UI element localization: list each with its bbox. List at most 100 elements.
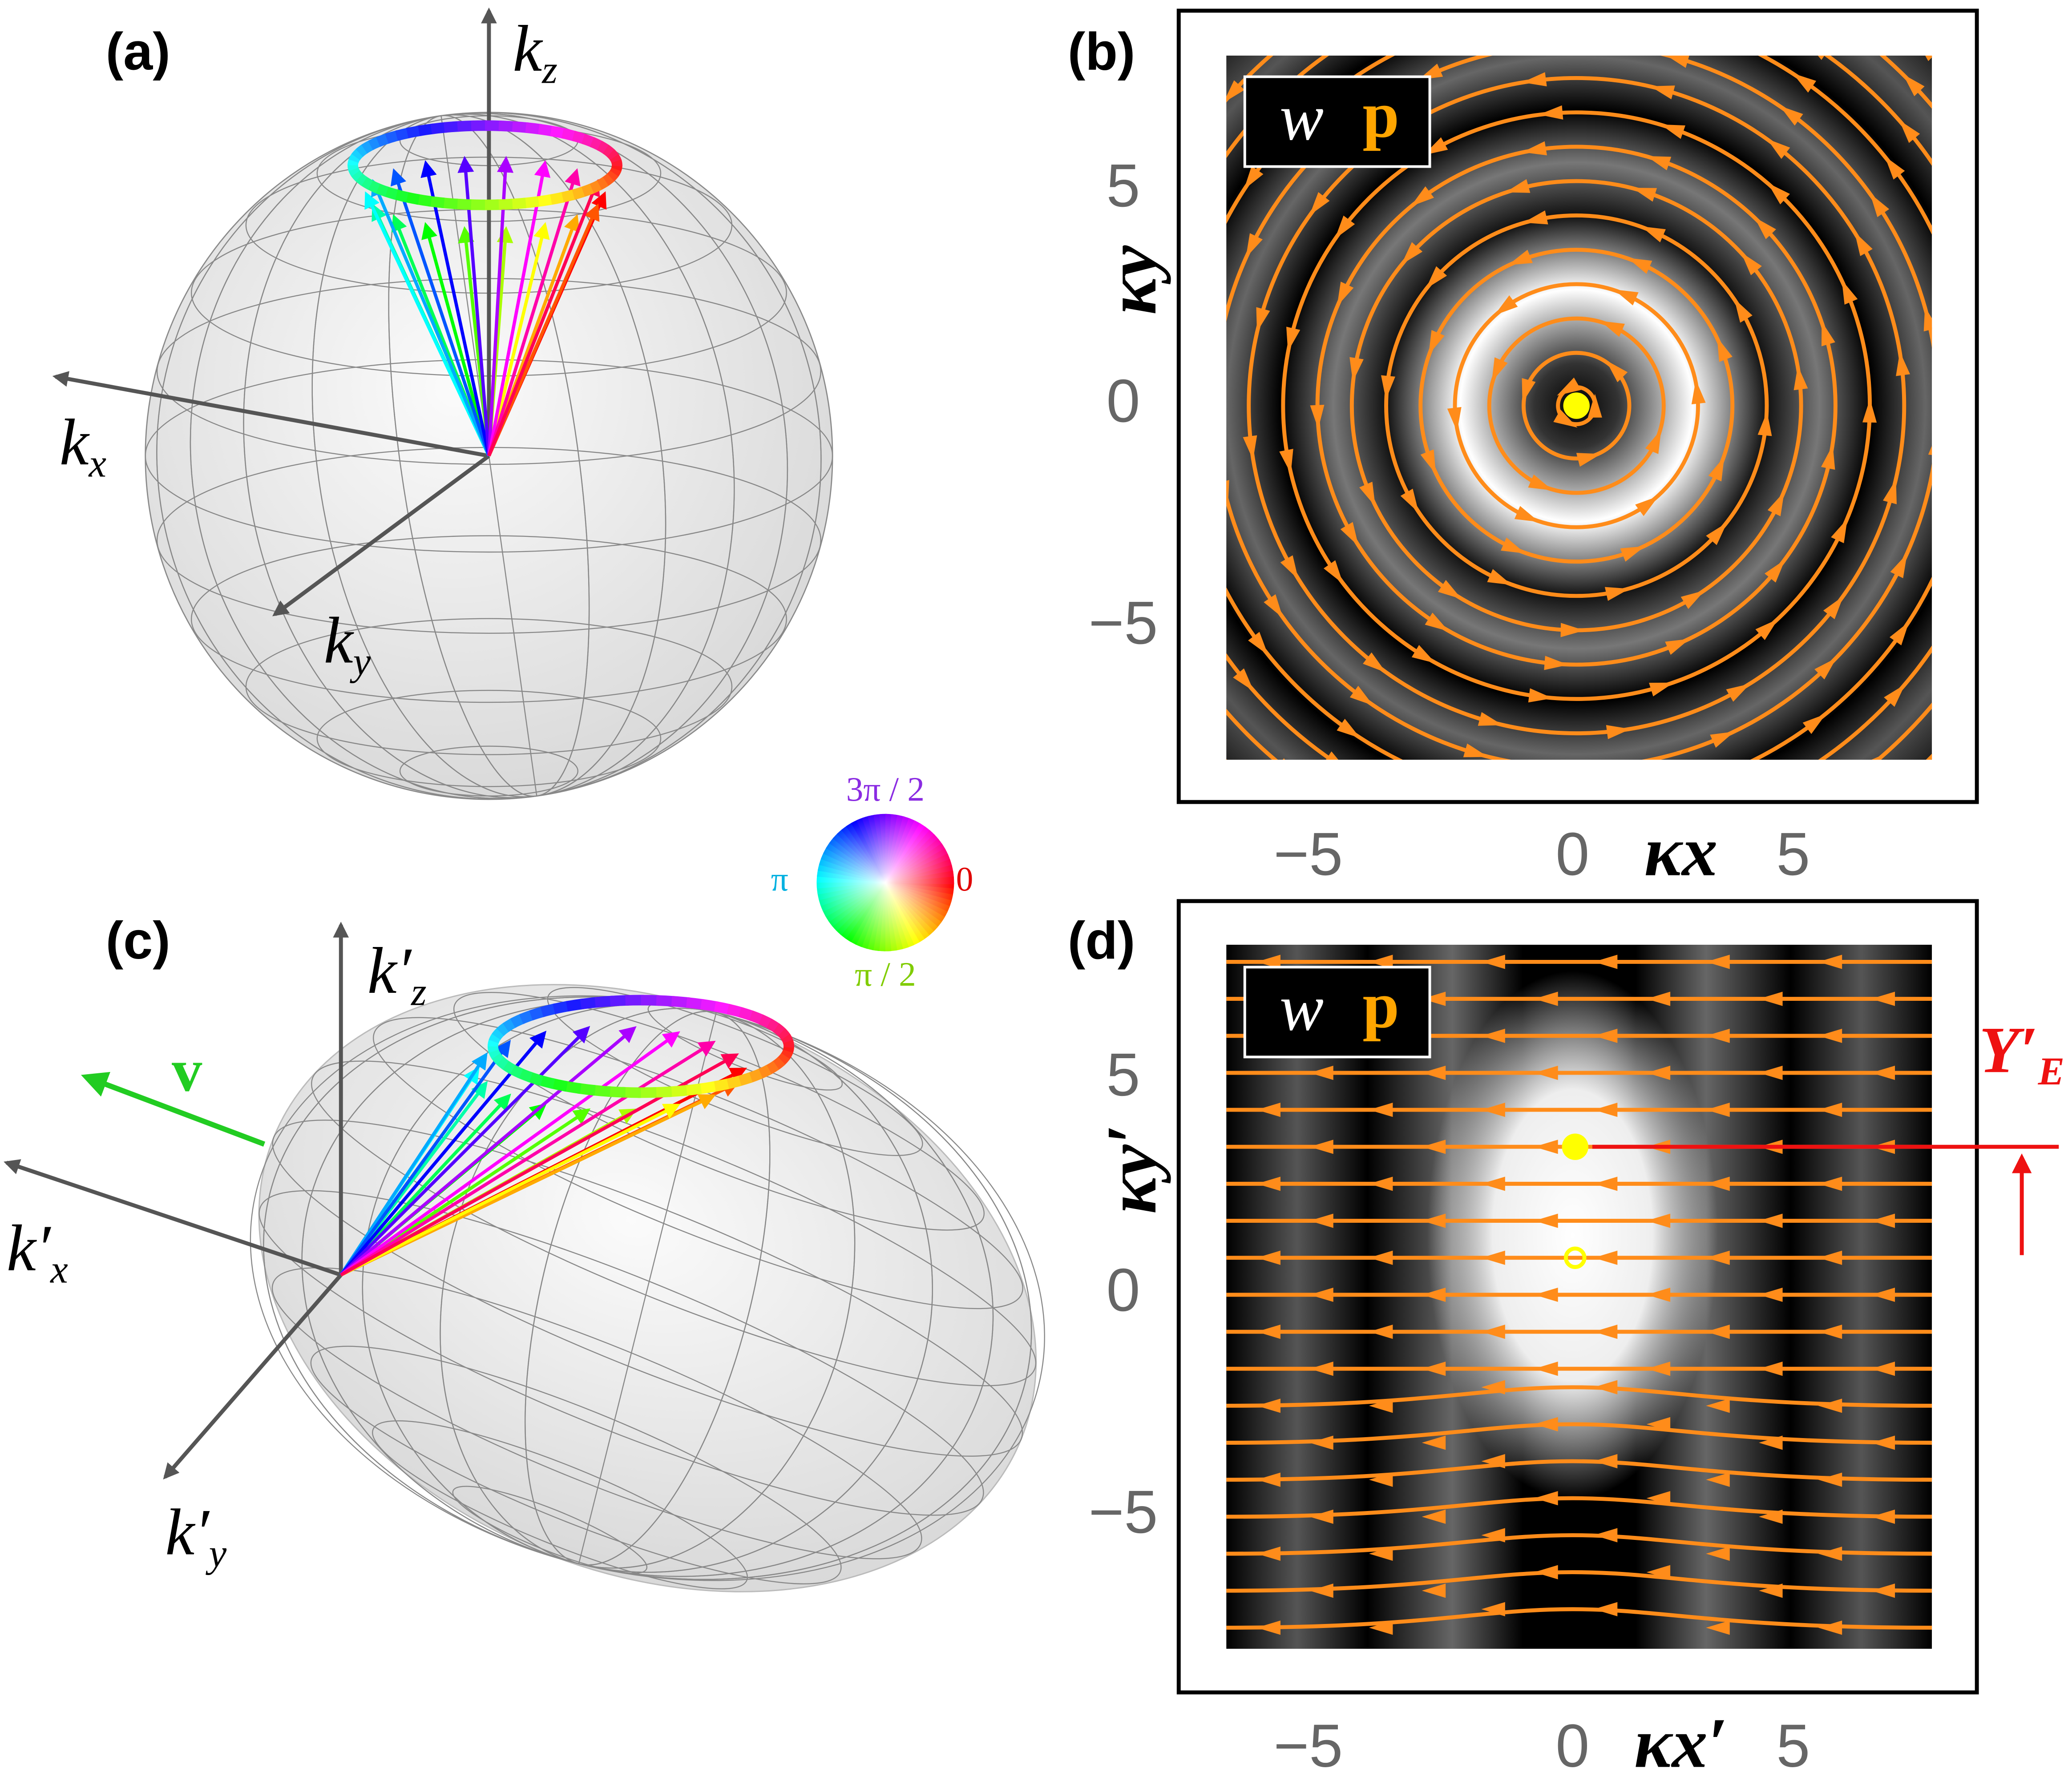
stream-arrow	[1818, 55, 1825, 60]
vector	[364, 191, 491, 457]
stream-arrow	[1371, 855, 1396, 871]
stream-arrow	[1491, 357, 1508, 382]
center-marker	[1564, 1246, 1587, 1269]
stream-arrow	[1369, 1472, 1393, 1487]
axis-sub: y	[350, 641, 371, 684]
stream-arrow	[1946, 508, 1959, 533]
stream-arrow	[1759, 1213, 1783, 1228]
stream-arrow	[1871, 1287, 1895, 1302]
stream-arrow	[1264, 594, 1283, 618]
stream-arrow	[1734, 298, 1753, 323]
stream-arrow	[1539, 36, 1563, 51]
streamline	[1418, 248, 1735, 564]
stream-arrow	[1757, 411, 1772, 436]
stream-arrow	[1706, 955, 1730, 969]
stream-arrow	[1646, 1362, 1671, 1376]
velocity-arrow	[81, 1072, 266, 1147]
legend-p: p	[1362, 79, 1399, 152]
panel-c	[4, 922, 1045, 1592]
stream-arrow	[1256, 1398, 1280, 1413]
stream-arrow	[1422, 1213, 1446, 1228]
stream-arrow	[2013, 616, 2030, 640]
stream-arrow	[1789, 766, 1814, 784]
stream-arrow	[1767, 492, 1785, 516]
stream-arrow	[1871, 991, 1895, 1006]
stream-arrow	[1244, 166, 1264, 190]
stream-arrow	[1534, 1417, 1558, 1431]
stream-arrow	[1528, 474, 1553, 491]
stream-arrow	[1646, 1491, 1671, 1506]
stream-arrow	[1854, 232, 1873, 256]
stream-arrow	[1560, 623, 1585, 637]
stream-arrow	[1211, 355, 1225, 380]
stream-arrow	[1487, 569, 1512, 585]
streamline	[1226, 1607, 1932, 1630]
grid-line	[271, 1267, 922, 1559]
stream-arrow	[1410, 186, 1434, 206]
stream-arrow	[1862, 399, 1877, 423]
stream-arrow	[1309, 1362, 1333, 1376]
stream-arrow	[1593, 955, 1618, 969]
stream-arrow	[1928, 446, 1932, 455]
legend-w: w	[1280, 971, 1324, 1044]
stream-arrow	[1534, 1491, 1558, 1506]
stream-arrow	[1481, 955, 1505, 969]
stream-arrow	[1818, 1103, 1842, 1117]
stream-arrow	[1508, 250, 1533, 266]
stream-arrow	[1802, 714, 1826, 734]
stream-arrow	[1422, 1584, 1446, 1598]
stream-arrow	[1606, 360, 1628, 383]
stream-arrow	[1528, 688, 1553, 703]
stream-arrow	[1335, 215, 1355, 239]
stream-arrow	[1818, 1546, 1842, 1561]
streamline	[1226, 1533, 1932, 1556]
axis	[272, 454, 490, 616]
stream-arrow	[1947, 264, 1962, 289]
stream-arrow	[1337, 718, 1361, 738]
stream-arrow	[1438, 580, 1462, 599]
stream-arrow	[1481, 1454, 1505, 1469]
stream-arrow	[1422, 1362, 1446, 1376]
stream-arrow	[1422, 1435, 1446, 1450]
legend-p: p	[1362, 969, 1399, 1042]
stream-arrow	[1801, 0, 1826, 16]
stream-arrow	[1899, 120, 1920, 143]
grid-line	[263, 996, 1032, 1580]
stream-arrow	[1646, 1417, 1671, 1431]
vector	[390, 168, 491, 457]
vector	[487, 160, 551, 456]
vector	[371, 179, 491, 457]
stream-arrow	[1620, 546, 1645, 562]
stream-arrow	[1534, 1362, 1558, 1376]
axis-label: kx	[60, 406, 106, 486]
streamline	[1226, 1459, 1932, 1482]
stream-arrow	[1708, 456, 1725, 482]
panel-d: w p −5 0 5 5 0 −5 κx′ κy′	[1089, 899, 2059, 1782]
stream-arrow	[1754, 217, 1776, 239]
stream-arrow	[1818, 1028, 1842, 1043]
x-axis-label: κx	[1644, 812, 1717, 891]
stream-arrow	[1105, 432, 1119, 457]
stream-arrow	[1256, 307, 1270, 332]
stream-arrow	[1279, 448, 1293, 474]
y-axis-label: κy	[1092, 245, 1171, 315]
axis-label: k′x	[7, 1212, 68, 1292]
legend-w: w	[1280, 81, 1324, 154]
stream-arrow	[1140, 447, 1155, 471]
stream-arrow	[1534, 1287, 1558, 1302]
axis-sub: z	[541, 48, 557, 92]
stream-arrow	[1706, 1324, 1730, 1339]
stream-arrow	[1717, 337, 1733, 362]
stream-arrow	[1492, 891, 1517, 906]
stream-arrow	[1954, 580, 1971, 605]
stream-arrow	[1593, 1250, 1618, 1265]
grid-line	[258, 1190, 984, 1516]
stream-arrow	[1821, 321, 1835, 347]
stream-arrow	[1768, 183, 1790, 205]
axis-k: k	[60, 406, 90, 479]
x-tick-label: −5	[1273, 1712, 1343, 1780]
stream-arrow	[1871, 1065, 1895, 1080]
axis-label: k′z	[368, 935, 427, 1014]
axis-k: k	[513, 12, 543, 85]
